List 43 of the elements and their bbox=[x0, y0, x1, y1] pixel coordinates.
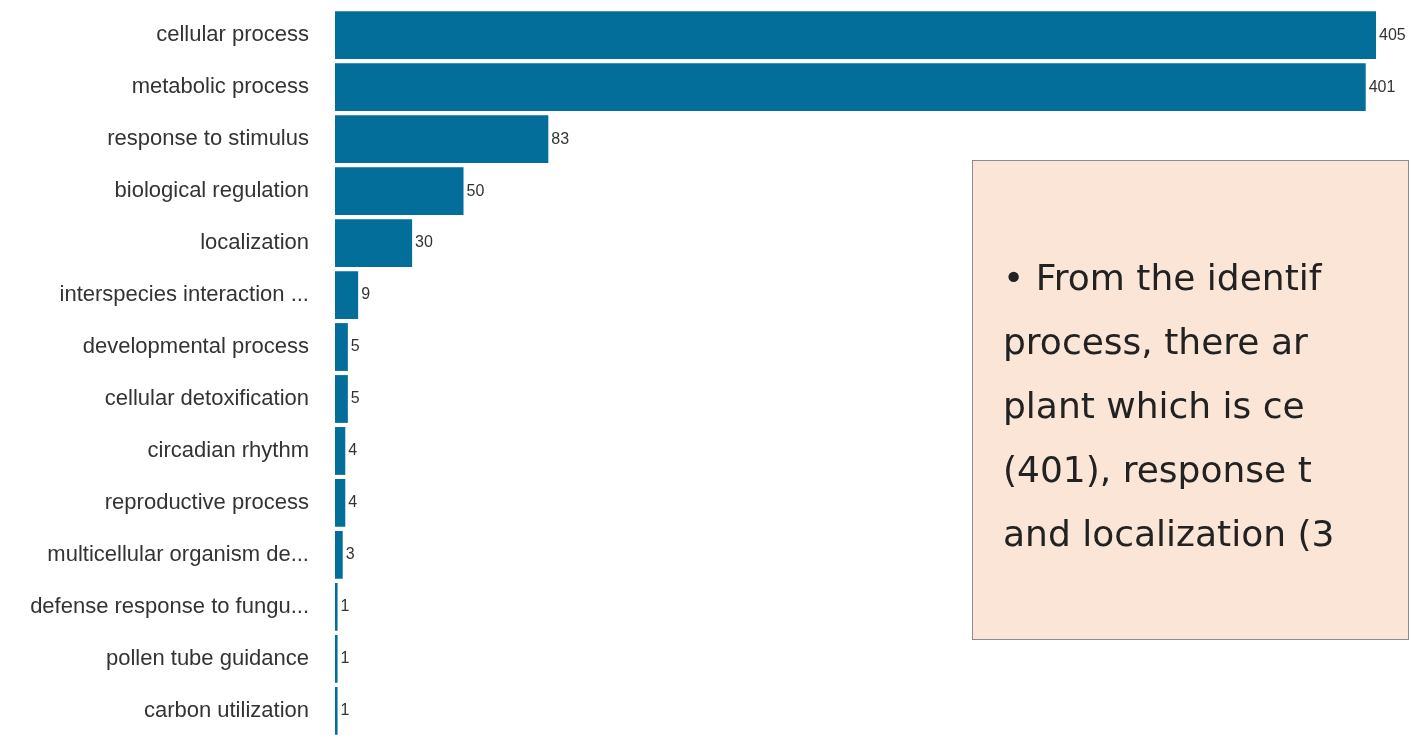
y-tick-label: pollen tube guidance bbox=[105, 644, 309, 670]
y-tick-label: reproductive process bbox=[104, 488, 309, 514]
bar bbox=[335, 115, 549, 164]
data-label: 1 bbox=[340, 597, 350, 615]
y-tick-label: developmental process bbox=[82, 333, 309, 359]
note-box: • From the identif process, there ar plant which is ce (401), response t and localization (3 bbox=[972, 160, 1409, 640]
data-label: 50 bbox=[466, 181, 485, 199]
data-label: 1 bbox=[340, 701, 350, 719]
bar bbox=[335, 375, 348, 423]
bar bbox=[335, 271, 359, 319]
data-label: 4 bbox=[348, 441, 358, 459]
data-label: 401 bbox=[1368, 77, 1396, 95]
data-label: 5 bbox=[350, 389, 360, 407]
y-tick-label: cellular process bbox=[156, 21, 309, 47]
bar bbox=[335, 167, 464, 216]
y-tick-label: circadian rhythm bbox=[147, 437, 309, 463]
bar bbox=[335, 11, 1376, 60]
y-tick-label: interspecies interaction ... bbox=[59, 281, 309, 307]
bar bbox=[335, 479, 346, 527]
data-label: 405 bbox=[1379, 25, 1406, 43]
data-label: 4 bbox=[348, 493, 358, 511]
bar bbox=[335, 634, 338, 683]
bar bbox=[335, 530, 343, 579]
data-label: 9 bbox=[361, 285, 371, 303]
y-tick-label: defense response to fungu... bbox=[30, 592, 309, 618]
y-tick-label: carbon utilization bbox=[143, 696, 309, 722]
bar bbox=[335, 582, 338, 631]
y-tick-label: metabolic process bbox=[131, 73, 309, 99]
bar bbox=[335, 63, 1366, 112]
y-tick-label: cellular detoxification bbox=[104, 385, 309, 411]
data-label: 1 bbox=[340, 649, 350, 667]
bar bbox=[335, 686, 338, 735]
data-label: 3 bbox=[345, 545, 355, 563]
y-tick-label: response to stimulus bbox=[107, 125, 309, 151]
y-tick-label: multicellular organism de... bbox=[47, 540, 309, 566]
bar bbox=[335, 427, 346, 475]
data-label: 83 bbox=[551, 129, 570, 147]
y-tick-label: biological regulation bbox=[114, 177, 309, 203]
bar bbox=[335, 323, 348, 371]
data-label: 5 bbox=[350, 337, 360, 355]
data-label: 30 bbox=[415, 233, 434, 251]
y-tick-label: localization bbox=[200, 229, 309, 255]
bar bbox=[335, 219, 413, 267]
